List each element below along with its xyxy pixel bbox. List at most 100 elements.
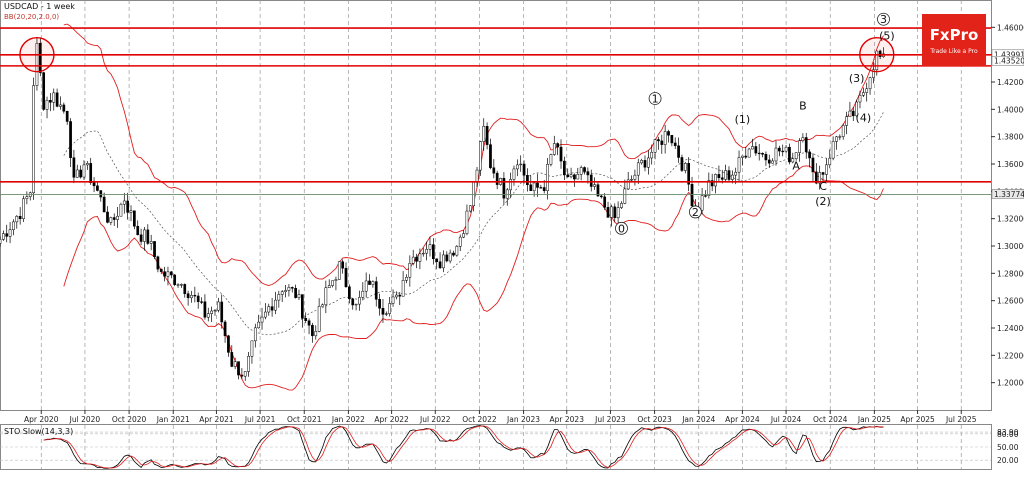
candle-body xyxy=(687,163,691,185)
candle-body xyxy=(512,168,516,180)
y-axis: 1.460001.440001.420001.400001.380001.360… xyxy=(991,23,1024,388)
x-tick-label: Jan 2021 xyxy=(156,415,190,424)
candle-body xyxy=(317,306,321,332)
candle-body xyxy=(186,293,190,299)
candle-body xyxy=(646,157,650,168)
candle-body xyxy=(250,340,254,357)
candle-body xyxy=(754,146,758,154)
candle-body xyxy=(667,131,670,136)
y-tick-label: 1.24000 xyxy=(997,324,1024,333)
candle-body xyxy=(220,301,224,323)
candle-body xyxy=(374,281,378,300)
candle-body xyxy=(18,216,22,219)
candle-body xyxy=(730,174,734,180)
candle-body xyxy=(865,88,869,93)
candle-body xyxy=(334,279,338,281)
wave-p1: (1) xyxy=(735,113,751,126)
candle-body xyxy=(606,207,610,218)
candle-body xyxy=(438,261,442,269)
candle-body xyxy=(35,42,39,86)
wave-2: 2 xyxy=(692,206,699,219)
candle-body xyxy=(589,174,593,187)
candle-body xyxy=(546,164,549,191)
candle-body xyxy=(724,170,727,180)
candle-body xyxy=(15,216,19,223)
candle-body xyxy=(247,356,250,372)
candle-body xyxy=(196,295,200,302)
wave-B: B xyxy=(799,99,807,112)
candle-body xyxy=(670,135,674,144)
candle-body xyxy=(515,164,519,170)
y-tick-label: 1.42000 xyxy=(997,78,1024,87)
candle-body xyxy=(129,210,133,213)
candle-body xyxy=(368,280,371,285)
candle-body xyxy=(778,147,781,152)
candle-body xyxy=(183,284,187,294)
candle-body xyxy=(122,200,126,205)
candle-body xyxy=(75,169,79,178)
candle-body xyxy=(616,207,620,219)
wave-2-ring xyxy=(688,205,702,219)
candle-body xyxy=(526,174,529,186)
x-tick-label: Apr 2022 xyxy=(374,415,409,424)
candle-body xyxy=(149,241,153,244)
candle-body xyxy=(79,169,82,178)
candle-body xyxy=(573,174,576,180)
x-tick-label: Jul 2025 xyxy=(945,415,977,424)
candle-body xyxy=(798,140,801,153)
candle-body xyxy=(307,320,311,326)
y-tick-label: 1.36000 xyxy=(997,160,1024,169)
candle-body xyxy=(59,104,62,107)
candle-body xyxy=(116,215,119,220)
candle-body xyxy=(556,143,559,148)
stoch-tick-label: 80.00 xyxy=(997,430,1019,439)
candle-body xyxy=(415,256,418,262)
x-tick-label: Jan 2024 xyxy=(681,415,715,424)
candle-body xyxy=(143,229,146,242)
candle-body xyxy=(593,184,596,187)
candle-body xyxy=(650,151,654,159)
logo-tagline: Trade Like a Pro xyxy=(929,48,978,55)
candle-body xyxy=(465,210,469,234)
wave-0-ring xyxy=(615,221,628,235)
candle-body xyxy=(851,110,855,117)
candle-body xyxy=(872,69,875,78)
candle-body xyxy=(717,174,721,178)
candle-body xyxy=(327,285,331,288)
x-tick-label: Oct 2024 xyxy=(813,415,848,424)
candle-body xyxy=(52,92,56,103)
candle-body xyxy=(576,174,580,180)
candle-body xyxy=(408,263,412,278)
candle-body xyxy=(203,301,207,318)
candle-body xyxy=(720,177,724,180)
candle-body xyxy=(230,352,234,367)
candle-body xyxy=(804,137,808,153)
candle-body xyxy=(801,137,805,141)
candle-body xyxy=(599,195,603,198)
candle-body xyxy=(233,361,237,367)
candle-body xyxy=(566,174,570,178)
candle-body xyxy=(435,258,439,263)
candle-body xyxy=(714,174,717,187)
candle-body xyxy=(623,188,627,204)
x-tick-label: Apr 2020 xyxy=(24,415,59,424)
candle-body xyxy=(287,287,291,291)
horizontal-levels xyxy=(0,27,991,195)
candle-body xyxy=(371,281,375,285)
candle-body xyxy=(0,239,2,244)
candle-body xyxy=(227,335,230,353)
candle-body xyxy=(519,163,523,166)
candle-body xyxy=(791,158,795,163)
candle-body xyxy=(136,225,140,236)
price-tag-support xyxy=(991,189,1024,199)
x-axis: Apr 2020 Jul 2020 Oct 2020 Jan 2021 Apr 2021… xyxy=(24,410,977,424)
candle-body xyxy=(32,85,35,194)
candle-body xyxy=(707,180,711,196)
candle-body xyxy=(788,146,791,163)
candle-body xyxy=(153,241,156,257)
logo-brand: FxPro xyxy=(930,26,979,44)
y-tick-label: 1.30000 xyxy=(997,242,1024,251)
candle-body xyxy=(811,157,815,173)
candle-body xyxy=(626,179,630,190)
